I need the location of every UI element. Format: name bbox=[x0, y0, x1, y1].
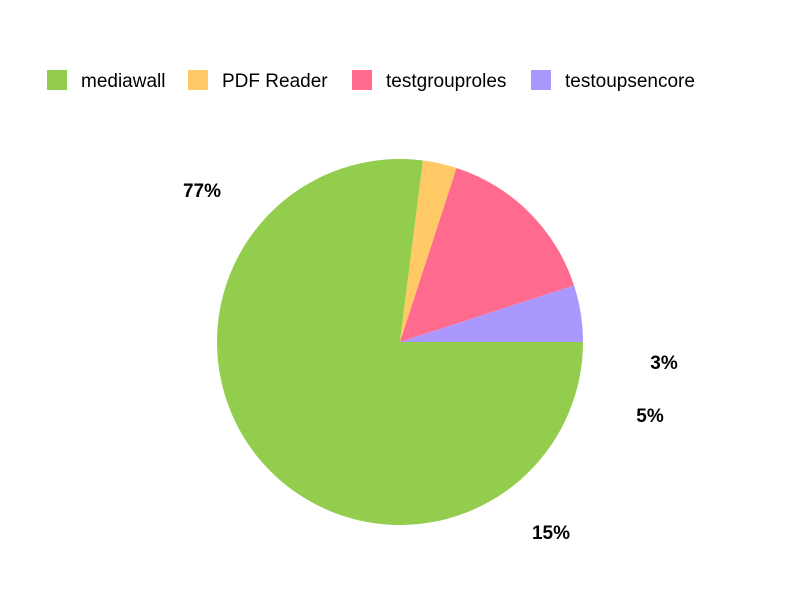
pie-label-mediawall: 77% bbox=[183, 181, 221, 202]
pie-slices bbox=[216, 158, 583, 525]
legend-swatch-mediawall bbox=[47, 70, 67, 90]
pie-label-testoupsencore: 5% bbox=[636, 406, 664, 427]
legend: mediawall PDF Reader testgrouproles testoup… bbox=[47, 70, 695, 92]
pie-slice-testoupsencore bbox=[400, 285, 583, 342]
pie-labels: 77% 3% 15% 5% bbox=[183, 181, 678, 544]
legend-swatch-testoupsencore bbox=[531, 70, 551, 90]
pie-slice-mediawall bbox=[216, 158, 583, 525]
legend-item-testoupsencore: testoupsencore bbox=[531, 70, 695, 92]
legend-label-pdf-reader: PDF Reader bbox=[222, 71, 328, 92]
pie-label-pdf-reader: 3% bbox=[650, 353, 678, 374]
legend-label-testgrouproles: testgrouproles bbox=[386, 71, 506, 92]
pie-slice-pdf-reader bbox=[400, 160, 457, 342]
pie-label-testgrouproles: 15% bbox=[532, 523, 570, 544]
legend-swatch-testgrouproles bbox=[352, 70, 372, 90]
legend-item-testgrouproles: testgrouproles bbox=[352, 70, 506, 92]
pie-slice-testgrouproles bbox=[400, 167, 575, 342]
legend-item-pdf-reader: PDF Reader bbox=[188, 70, 328, 92]
legend-item-mediawall: mediawall bbox=[47, 70, 165, 92]
legend-label-testoupsencore: testoupsencore bbox=[565, 71, 695, 92]
legend-label-mediawall: mediawall bbox=[81, 71, 165, 92]
legend-swatch-pdf-reader bbox=[188, 70, 208, 90]
